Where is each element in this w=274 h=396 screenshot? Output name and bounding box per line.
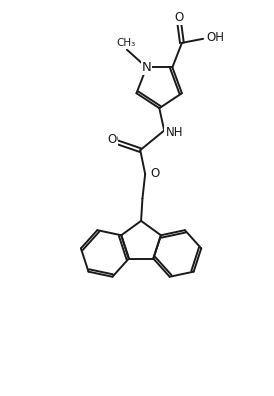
Text: OH: OH	[205, 31, 223, 44]
Text: NH: NH	[166, 126, 183, 139]
Text: O: O	[174, 11, 183, 23]
Text: OH: OH	[206, 31, 224, 44]
Text: O: O	[108, 133, 117, 146]
Text: CH₃: CH₃	[116, 38, 135, 48]
Text: O: O	[150, 167, 159, 180]
Text: O: O	[175, 11, 184, 24]
Text: CH₃: CH₃	[115, 39, 134, 49]
Text: O: O	[107, 133, 117, 146]
Text: N: N	[142, 61, 152, 74]
Text: NH: NH	[165, 127, 182, 140]
Text: O: O	[149, 167, 158, 180]
